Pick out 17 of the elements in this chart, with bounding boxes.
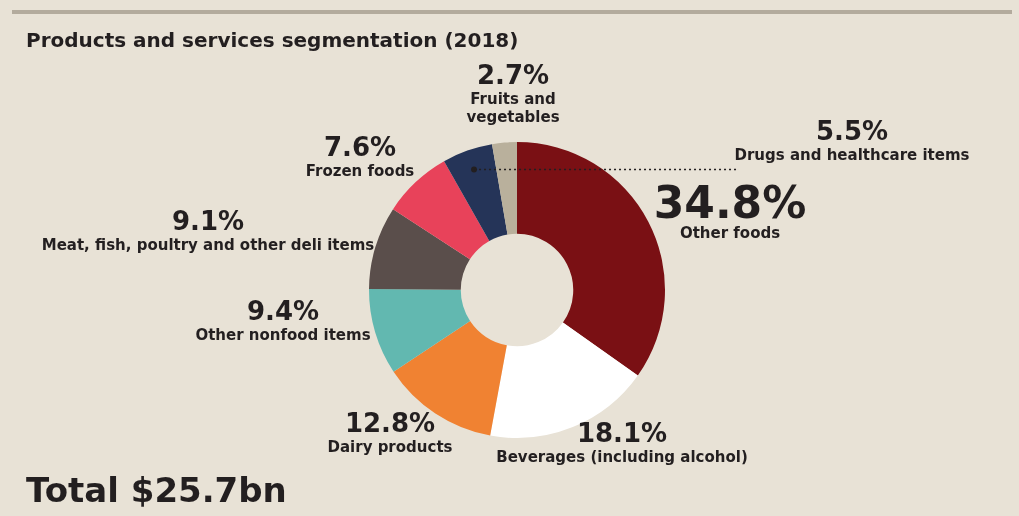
slice-label: Meat, fish, poultry and other deli items [41,236,375,254]
slice-label: Drugs and healthcare items [734,146,970,164]
slice-label: Beverages (including alcohol) [496,448,748,466]
slice-label: Dairy products [327,438,453,456]
data-label: 9.4% [246,296,320,326]
text: Total $25.7bn [26,470,287,510]
data-label: 12.8% [344,408,436,438]
data-label: 9.1% [171,206,245,236]
slice-label: Other foods [679,224,781,242]
data-label: 7.6% [323,132,397,162]
chart-title: Products and services segmentation (2018) [26,28,519,52]
data-label: 5.5% [815,116,889,146]
slice-label: Frozen foods [305,162,415,180]
data-label: 18.1% [576,418,668,448]
slice-label: Other nonfood items [195,326,371,344]
slice-label: Fruits and vegetables [466,90,560,126]
data-label: 2.7% [476,60,550,90]
